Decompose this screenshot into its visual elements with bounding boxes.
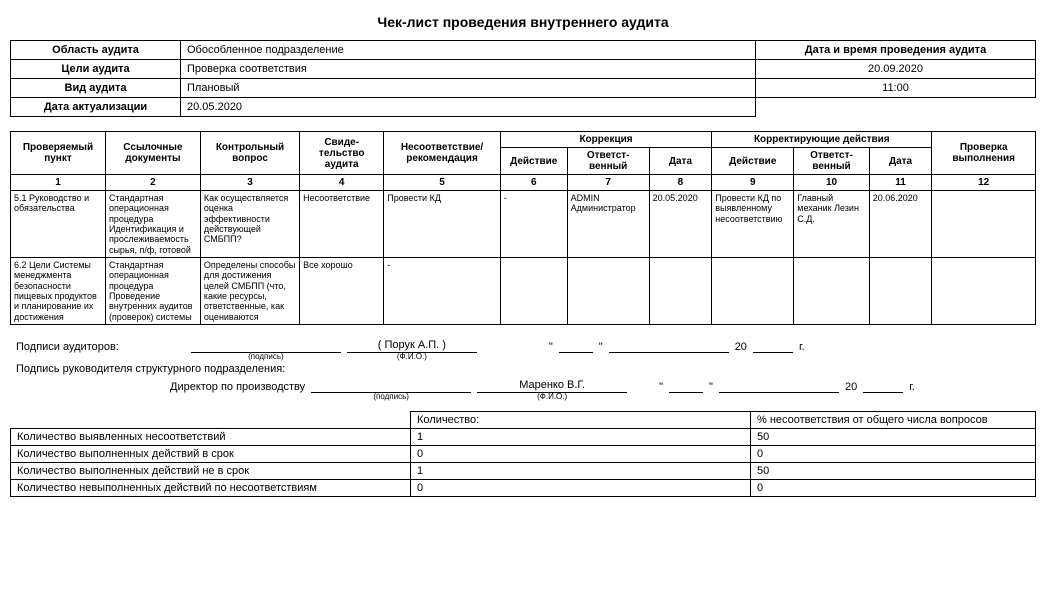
col-1: Проверяемый пункт bbox=[11, 132, 106, 175]
col-correction: Коррекция bbox=[500, 132, 711, 148]
summary-row: Количество выполненных действий в срок 0… bbox=[11, 446, 1036, 463]
info-table: Область аудита Обособленное подразделени… bbox=[10, 40, 1036, 117]
date-value: 20.09.2020 bbox=[756, 60, 1036, 79]
summary-table: Количество: % несоответствия от общего ч… bbox=[10, 411, 1036, 497]
time-value: 11:00 bbox=[756, 79, 1036, 98]
fio-line: ( Порук А.П. ) (Ф.И.О.) bbox=[347, 339, 477, 353]
col-2: Ссылочные документы bbox=[105, 132, 200, 175]
scope-value: Обособленное подразделение bbox=[181, 41, 756, 60]
head-fio-line: Маренко В.Г. (Ф.И.О.) bbox=[477, 379, 627, 393]
month-line bbox=[609, 339, 729, 353]
summary-row: Количество выявленных несоответствий 1 5… bbox=[11, 429, 1036, 446]
month-line bbox=[719, 379, 839, 393]
col-12: Проверка выполнения bbox=[932, 132, 1036, 175]
col-11: Дата bbox=[869, 148, 932, 175]
day-line bbox=[669, 379, 703, 393]
year-prefix: 20 bbox=[735, 341, 747, 353]
col-8: Дата bbox=[649, 148, 712, 175]
col-10: Ответст-венный bbox=[794, 148, 870, 175]
year-line bbox=[753, 339, 793, 353]
year-line bbox=[863, 379, 903, 393]
col-9: Действие bbox=[712, 148, 794, 175]
scope-label: Область аудита bbox=[11, 41, 181, 60]
col-4: Свиде-тельство аудита bbox=[300, 132, 384, 175]
head-position: Директор по производству bbox=[170, 381, 305, 393]
type-label: Вид аудита bbox=[11, 79, 181, 98]
goals-value: Проверка соответствия bbox=[181, 60, 756, 79]
year-suffix: г. bbox=[799, 341, 805, 353]
number-row: 1 2 3 4 5 6 7 8 9 10 11 12 bbox=[11, 175, 1036, 191]
type-value: Плановый bbox=[181, 79, 756, 98]
datetime-label: Дата и время проведения аудита bbox=[756, 41, 1036, 60]
col-7: Ответст-венный bbox=[567, 148, 649, 175]
signature-block: Подписи аудиторов: (подпись) ( Порук А.П… bbox=[10, 339, 1036, 393]
main-table: Проверяемый пункт Ссылочные документы Ко… bbox=[10, 131, 1036, 325]
col-5: Несоответствие/ рекомендация bbox=[384, 132, 501, 175]
pct-header: % несоответствия от общего числа вопросо… bbox=[751, 412, 1036, 429]
table-row: 6.2 Цели Системы менеджмента безопасност… bbox=[11, 258, 1036, 325]
actual-value: 20.05.2020 bbox=[181, 98, 756, 117]
summary-row: Количество выполненных действий не в сро… bbox=[11, 463, 1036, 480]
auditors-label: Подписи аудиторов: bbox=[16, 341, 119, 353]
day-line bbox=[559, 339, 593, 353]
summary-row: Количество невыполненных действий по нес… bbox=[11, 480, 1036, 497]
sign-line: (подпись) bbox=[191, 339, 341, 353]
head-sign-line: (подпись) bbox=[311, 379, 471, 393]
col-6: Действие bbox=[500, 148, 567, 175]
qty-header: Количество: bbox=[411, 412, 751, 429]
page-title: Чек-лист проведения внутреннего аудита bbox=[10, 14, 1036, 30]
head-label: Подпись руководителя структурного подраз… bbox=[10, 363, 1036, 375]
actual-label: Дата актуализации bbox=[11, 98, 181, 117]
col-corrective-actions: Корректирующие действия bbox=[712, 132, 932, 148]
goals-label: Цели аудита bbox=[11, 60, 181, 79]
col-3: Контрольный вопрос bbox=[200, 132, 299, 175]
table-row: 5.1 Руководство и обязательства Стандарт… bbox=[11, 191, 1036, 258]
